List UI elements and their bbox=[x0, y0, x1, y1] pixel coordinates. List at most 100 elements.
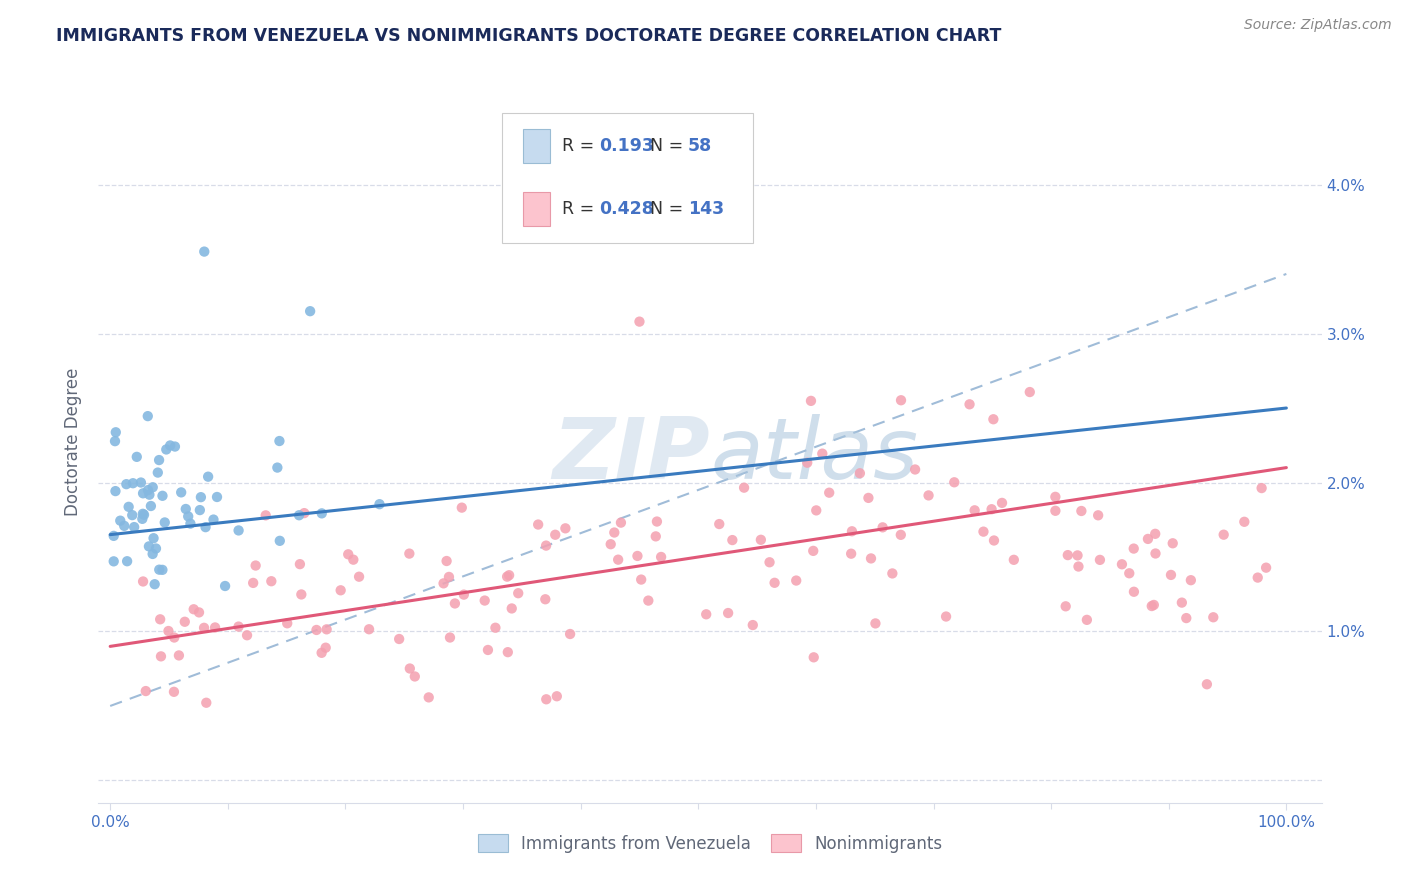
Point bbox=[269, 533, 291, 548]
Text: N =: N = bbox=[650, 200, 689, 218]
Point bbox=[122, 476, 145, 491]
Point bbox=[546, 690, 568, 704]
Point bbox=[904, 462, 927, 476]
Point bbox=[991, 496, 1014, 510]
Point bbox=[1002, 553, 1025, 567]
Point bbox=[628, 315, 651, 329]
Point bbox=[983, 412, 1005, 426]
Point bbox=[484, 621, 506, 635]
Point bbox=[236, 628, 259, 642]
Point bbox=[138, 488, 160, 502]
Point bbox=[1195, 677, 1218, 691]
Point bbox=[163, 631, 186, 645]
Point bbox=[315, 640, 337, 655]
Point bbox=[159, 438, 181, 452]
Point bbox=[1254, 560, 1277, 574]
Point bbox=[1202, 610, 1225, 624]
Point bbox=[132, 507, 155, 521]
Point bbox=[398, 661, 420, 675]
Point bbox=[1250, 481, 1272, 495]
Point bbox=[347, 570, 370, 584]
Point bbox=[650, 549, 672, 564]
Point bbox=[890, 528, 912, 542]
Point bbox=[935, 609, 957, 624]
Point bbox=[1144, 547, 1167, 561]
Point bbox=[477, 643, 499, 657]
Point bbox=[398, 547, 420, 561]
Point bbox=[496, 645, 519, 659]
Point bbox=[796, 456, 818, 470]
Point bbox=[1233, 515, 1256, 529]
Point bbox=[890, 393, 912, 408]
Point bbox=[882, 566, 904, 581]
Point bbox=[841, 524, 863, 539]
Point bbox=[115, 554, 138, 568]
Point bbox=[202, 512, 225, 526]
Point bbox=[132, 508, 155, 522]
Point bbox=[315, 623, 337, 637]
Point bbox=[404, 669, 426, 683]
Point bbox=[129, 475, 152, 490]
Point bbox=[741, 618, 763, 632]
Point bbox=[152, 563, 174, 577]
Point bbox=[183, 602, 205, 616]
Point bbox=[1122, 541, 1144, 556]
Point bbox=[645, 515, 668, 529]
Point bbox=[527, 517, 550, 532]
Point bbox=[204, 620, 226, 634]
Point bbox=[695, 607, 717, 622]
Point bbox=[801, 544, 824, 558]
Point bbox=[245, 558, 267, 573]
Point bbox=[501, 601, 523, 615]
Legend: Immigrants from Venezuela, Nonimmigrants: Immigrants from Venezuela, Nonimmigrants bbox=[471, 828, 949, 860]
Point bbox=[536, 692, 558, 706]
Point bbox=[637, 593, 659, 607]
Point bbox=[544, 527, 567, 541]
Point bbox=[142, 531, 165, 545]
Point bbox=[1087, 508, 1109, 523]
Point bbox=[197, 469, 219, 483]
Point bbox=[1136, 532, 1159, 546]
Point bbox=[959, 397, 981, 411]
Point bbox=[733, 481, 755, 495]
Point bbox=[269, 434, 291, 448]
Point bbox=[1088, 553, 1111, 567]
Point bbox=[103, 554, 125, 568]
Point bbox=[1122, 584, 1144, 599]
Point bbox=[972, 524, 994, 539]
Point bbox=[311, 646, 333, 660]
Text: R =: R = bbox=[562, 137, 600, 155]
Point bbox=[131, 512, 153, 526]
Point bbox=[305, 623, 328, 637]
Point bbox=[254, 508, 277, 523]
Point bbox=[1111, 558, 1133, 572]
Point bbox=[260, 574, 283, 589]
Point bbox=[194, 520, 217, 534]
Text: 0.428: 0.428 bbox=[599, 200, 654, 218]
Point bbox=[806, 503, 828, 517]
Point bbox=[1056, 548, 1078, 562]
Point bbox=[193, 244, 215, 259]
Point bbox=[498, 568, 520, 582]
Point bbox=[508, 586, 530, 600]
Point bbox=[1160, 568, 1182, 582]
Point bbox=[437, 570, 460, 584]
Point bbox=[1066, 549, 1088, 563]
Point bbox=[228, 619, 250, 633]
Point bbox=[167, 648, 190, 663]
Point bbox=[132, 486, 155, 500]
Point bbox=[749, 533, 772, 547]
Point bbox=[342, 552, 364, 566]
Point bbox=[112, 519, 135, 533]
Point bbox=[163, 685, 186, 699]
Point bbox=[917, 488, 939, 502]
Text: IMMIGRANTS FROM VENEZUELA VS NONIMMIGRANTS DOCTORATE DEGREE CORRELATION CHART: IMMIGRANTS FROM VENEZUELA VS NONIMMIGRAN… bbox=[56, 27, 1001, 45]
Point bbox=[1143, 598, 1166, 612]
Point bbox=[980, 502, 1002, 516]
Point bbox=[558, 627, 581, 641]
Point bbox=[142, 547, 165, 561]
FancyBboxPatch shape bbox=[523, 192, 550, 227]
Point bbox=[163, 440, 186, 454]
Point bbox=[242, 575, 264, 590]
Point bbox=[1161, 536, 1184, 550]
